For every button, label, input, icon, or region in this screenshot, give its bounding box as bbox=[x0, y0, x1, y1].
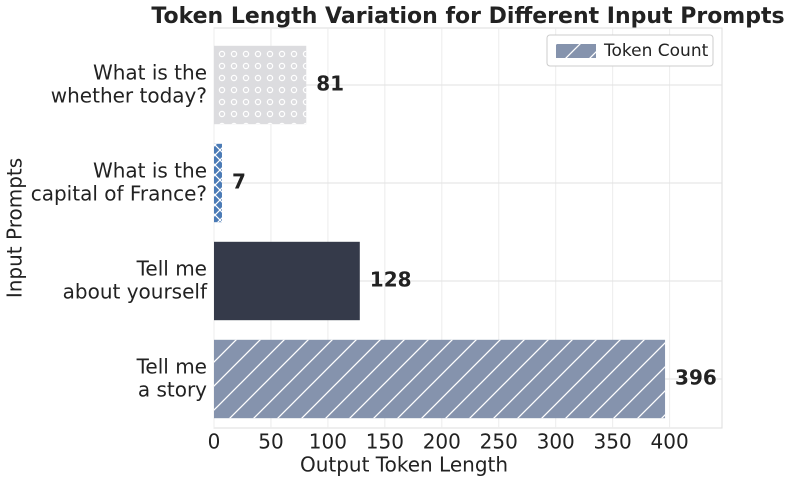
y-tick-line: Tell me bbox=[136, 354, 207, 378]
x-tick-label: 150 bbox=[366, 430, 404, 454]
legend-box bbox=[546, 34, 714, 67]
y-tick-line: a story bbox=[138, 377, 207, 401]
bar-hatch bbox=[214, 143, 222, 223]
y-tick-label: Tell me about yourself bbox=[63, 256, 208, 303]
y-tick-line: whether today? bbox=[51, 83, 207, 107]
y-tick-label: What is the capital of France? bbox=[31, 158, 207, 205]
value-label: 396 bbox=[675, 366, 717, 390]
value-label: 128 bbox=[370, 268, 412, 292]
x-tick-label: 50 bbox=[258, 430, 283, 454]
x-tick-label: 350 bbox=[594, 430, 632, 454]
bar bbox=[214, 241, 360, 321]
x-tick-label: 250 bbox=[480, 430, 518, 454]
y-tick-line: Tell me bbox=[136, 256, 207, 280]
x-tick-label: 0 bbox=[208, 430, 221, 454]
bar-hatch bbox=[214, 45, 307, 125]
value-label: 81 bbox=[316, 72, 344, 96]
value-label: 7 bbox=[232, 170, 246, 194]
y-tick-line: What is the bbox=[93, 60, 207, 84]
y-axis-label: Input Prompts bbox=[3, 158, 27, 298]
x-tick-label: 400 bbox=[651, 430, 689, 454]
y-tick-label: Tell me a story bbox=[136, 354, 208, 401]
legend-swatch-hatch bbox=[556, 44, 596, 58]
x-tick-label: 100 bbox=[309, 430, 347, 454]
bar-hatch bbox=[214, 339, 666, 419]
y-tick-line: capital of France? bbox=[31, 181, 207, 205]
x-tick-label: 300 bbox=[537, 430, 575, 454]
x-tick-label: 200 bbox=[423, 430, 461, 454]
y-tick-line: What is the bbox=[93, 158, 207, 182]
chart-title: Token Length Variation for Different Inp… bbox=[151, 4, 784, 29]
y-tick-line: about yourself bbox=[63, 279, 208, 303]
legend-label: Token Count bbox=[603, 41, 709, 61]
y-tick-label: What is the whether today? bbox=[51, 60, 207, 107]
x-axis-label: Output Token Length bbox=[300, 453, 508, 477]
